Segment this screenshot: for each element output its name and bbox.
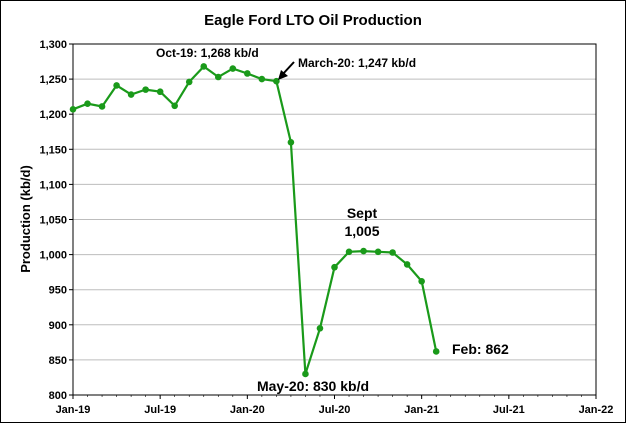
data-point xyxy=(418,277,425,285)
data-point xyxy=(316,325,324,332)
y-tick-label: 1,250 xyxy=(39,74,67,86)
x-axis-ticks: Jan-19 Jul-19 Jan-20 Jul-20 Jan-21 Jul-21 Jan-… xyxy=(56,395,614,416)
annotation-march: March-20: 1,247 kb/d xyxy=(298,56,416,70)
data-point xyxy=(113,82,120,89)
y-axis-label: Production (kb/d) xyxy=(18,165,33,273)
data-point xyxy=(185,78,193,86)
y-tick-label: 1,100 xyxy=(39,179,67,191)
annotation-arrow xyxy=(278,61,295,80)
data-point xyxy=(331,263,338,271)
data-point xyxy=(345,248,353,256)
gridlines xyxy=(73,43,596,396)
x-tick-label: Jul-21 xyxy=(493,404,525,416)
data-point xyxy=(432,348,440,355)
data-point xyxy=(156,88,164,96)
annotation-sept-label: Sept xyxy=(347,205,378,221)
series-path xyxy=(72,65,438,375)
y-tick-label: 1,050 xyxy=(39,215,67,227)
data-point xyxy=(374,248,382,256)
data-point xyxy=(127,91,135,98)
x-tick-label: Jul-19 xyxy=(144,404,176,416)
data-point xyxy=(389,249,396,256)
data-point xyxy=(84,100,91,107)
data-point xyxy=(360,247,367,255)
y-tick-label: 900 xyxy=(49,320,67,332)
x-tick-label: Jan-20 xyxy=(230,404,265,416)
annotation-sept-value: 1,005 xyxy=(344,223,379,239)
data-point xyxy=(287,138,295,146)
y-tick-label: 950 xyxy=(49,285,67,297)
data-point xyxy=(69,105,77,113)
x-tick-label: Jan-22 xyxy=(579,404,614,416)
data-point xyxy=(273,77,280,85)
y-axis-ticks: 800 850 900 950 1,000 1,050 1,100 1,150 1,200 1,2… xyxy=(39,39,73,402)
series-line xyxy=(69,63,440,378)
x-tick-label: Jan-21 xyxy=(404,404,439,416)
data-point xyxy=(98,103,106,110)
data-point xyxy=(258,75,266,83)
chart-title: Eagle Ford LTO Oil Production xyxy=(204,12,422,29)
data-point xyxy=(171,102,178,110)
y-tick-label: 1,150 xyxy=(39,144,67,156)
data-point xyxy=(142,86,149,93)
y-tick-label: 1,200 xyxy=(39,109,67,121)
data-point xyxy=(244,70,251,77)
y-tick-label: 850 xyxy=(49,355,67,367)
annotation-peak: Oct-19: 1,268 kb/d xyxy=(156,46,259,60)
annotation-may: May-20: 830 kb/d xyxy=(257,378,369,394)
data-point xyxy=(200,63,208,70)
data-point xyxy=(302,370,309,378)
data-point xyxy=(214,73,222,81)
data-point xyxy=(403,261,411,268)
x-tick-label: Jan-19 xyxy=(56,404,91,416)
data-point xyxy=(229,65,237,72)
y-tick-label: 1,000 xyxy=(39,250,67,262)
x-tick-label: Jul-20 xyxy=(319,404,351,416)
annotation-feb: Feb: 862 xyxy=(452,341,509,357)
y-tick-label: 800 xyxy=(49,390,67,402)
y-tick-label: 1,300 xyxy=(39,39,67,51)
